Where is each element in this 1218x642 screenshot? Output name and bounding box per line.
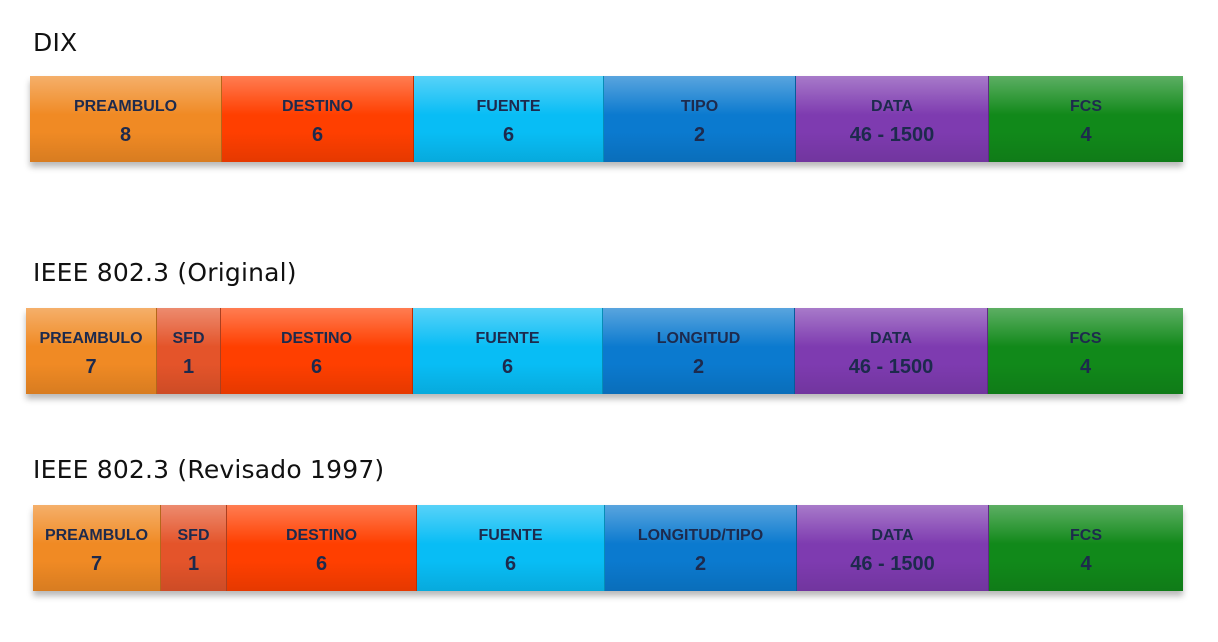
field-size: 6 bbox=[311, 124, 324, 146]
field-label: SFD bbox=[177, 527, 210, 544]
field-data: DATA 46 - 1500 bbox=[797, 505, 989, 591]
field-size: 6 bbox=[501, 356, 514, 378]
field-data: DATA 46 - 1500 bbox=[795, 308, 988, 394]
field-label: TIPO bbox=[680, 98, 719, 115]
field-fcs: FCS 4 bbox=[988, 308, 1183, 394]
field-size: 6 bbox=[504, 553, 517, 575]
field-size: 2 bbox=[692, 356, 705, 378]
field-size: 6 bbox=[310, 356, 323, 378]
field-label: DESTINO bbox=[281, 98, 354, 115]
field-label: FCS bbox=[1069, 330, 1102, 347]
frame-title-ieee-revisado: IEEE 802.3 (Revisado 1997) bbox=[33, 455, 385, 484]
field-destino: DESTINO 6 bbox=[222, 76, 414, 162]
field-size: 6 bbox=[315, 553, 328, 575]
field-size: 46 - 1500 bbox=[848, 356, 934, 378]
field-size: 6 bbox=[502, 124, 515, 146]
field-label: FUENTE bbox=[476, 98, 541, 115]
field-destino: DESTINO 6 bbox=[227, 505, 417, 591]
field-size: 7 bbox=[90, 553, 103, 575]
field-preambulo: PREAMBULO 7 bbox=[33, 505, 161, 591]
field-size: 8 bbox=[119, 124, 132, 146]
field-preambulo: PREAMBULO 8 bbox=[30, 76, 222, 162]
field-label: FCS bbox=[1070, 527, 1102, 544]
field-label: DATA bbox=[869, 330, 913, 347]
frame-ieee-original: PREAMBULO 7 SFD 1 DESTINO 6 FUENTE 6 LON… bbox=[26, 308, 1183, 394]
field-size: 4 bbox=[1080, 124, 1092, 146]
field-label: LONGITUD/TIPO bbox=[637, 527, 764, 544]
field-data: DATA 46 - 1500 bbox=[796, 76, 989, 162]
field-label: DESTINO bbox=[285, 527, 358, 544]
field-destino: DESTINO 6 bbox=[221, 308, 413, 394]
field-size: 2 bbox=[693, 124, 706, 146]
field-label: PREAMBULO bbox=[73, 98, 178, 115]
field-label: DATA bbox=[870, 98, 914, 115]
field-size: 4 bbox=[1080, 553, 1092, 575]
field-size: 1 bbox=[182, 356, 195, 378]
field-sfd: SFD 1 bbox=[157, 308, 221, 394]
frame-title-ieee-original: IEEE 802.3 (Original) bbox=[33, 258, 297, 287]
field-fcs: FCS 4 bbox=[989, 505, 1183, 591]
field-label: LONGITUD bbox=[656, 330, 741, 347]
field-longitud: LONGITUD 2 bbox=[603, 308, 795, 394]
field-fcs: FCS 4 bbox=[989, 76, 1183, 162]
field-sfd: SFD 1 bbox=[161, 505, 227, 591]
field-label: FCS bbox=[1070, 98, 1102, 115]
field-fuente: FUENTE 6 bbox=[413, 308, 603, 394]
field-size: 2 bbox=[694, 553, 707, 575]
frame-title-dix: DIX bbox=[33, 28, 78, 57]
field-label: FUENTE bbox=[475, 330, 540, 347]
field-label: FUENTE bbox=[478, 527, 543, 544]
field-tipo: TIPO 2 bbox=[604, 76, 796, 162]
field-size: 46 - 1500 bbox=[850, 553, 935, 575]
frame-dix: PREAMBULO 8 DESTINO 6 FUENTE 6 TIPO 2 DA… bbox=[30, 76, 1183, 162]
field-preambulo: PREAMBULO 7 bbox=[26, 308, 157, 394]
field-label: PREAMBULO bbox=[44, 527, 149, 544]
field-label: DESTINO bbox=[280, 330, 353, 347]
field-fuente: FUENTE 6 bbox=[414, 76, 604, 162]
field-size: 7 bbox=[85, 356, 97, 378]
field-label: PREAMBULO bbox=[39, 330, 143, 347]
field-fuente: FUENTE 6 bbox=[417, 505, 605, 591]
field-label: DATA bbox=[871, 527, 914, 544]
field-longitud-tipo: LONGITUD/TIPO 2 bbox=[605, 505, 797, 591]
field-size: 46 - 1500 bbox=[849, 124, 935, 146]
field-size: 4 bbox=[1079, 356, 1092, 378]
frame-ieee-revisado: PREAMBULO 7 SFD 1 DESTINO 6 FUENTE 6 LON… bbox=[33, 505, 1183, 591]
field-label: SFD bbox=[172, 330, 205, 347]
field-size: 1 bbox=[187, 553, 200, 575]
